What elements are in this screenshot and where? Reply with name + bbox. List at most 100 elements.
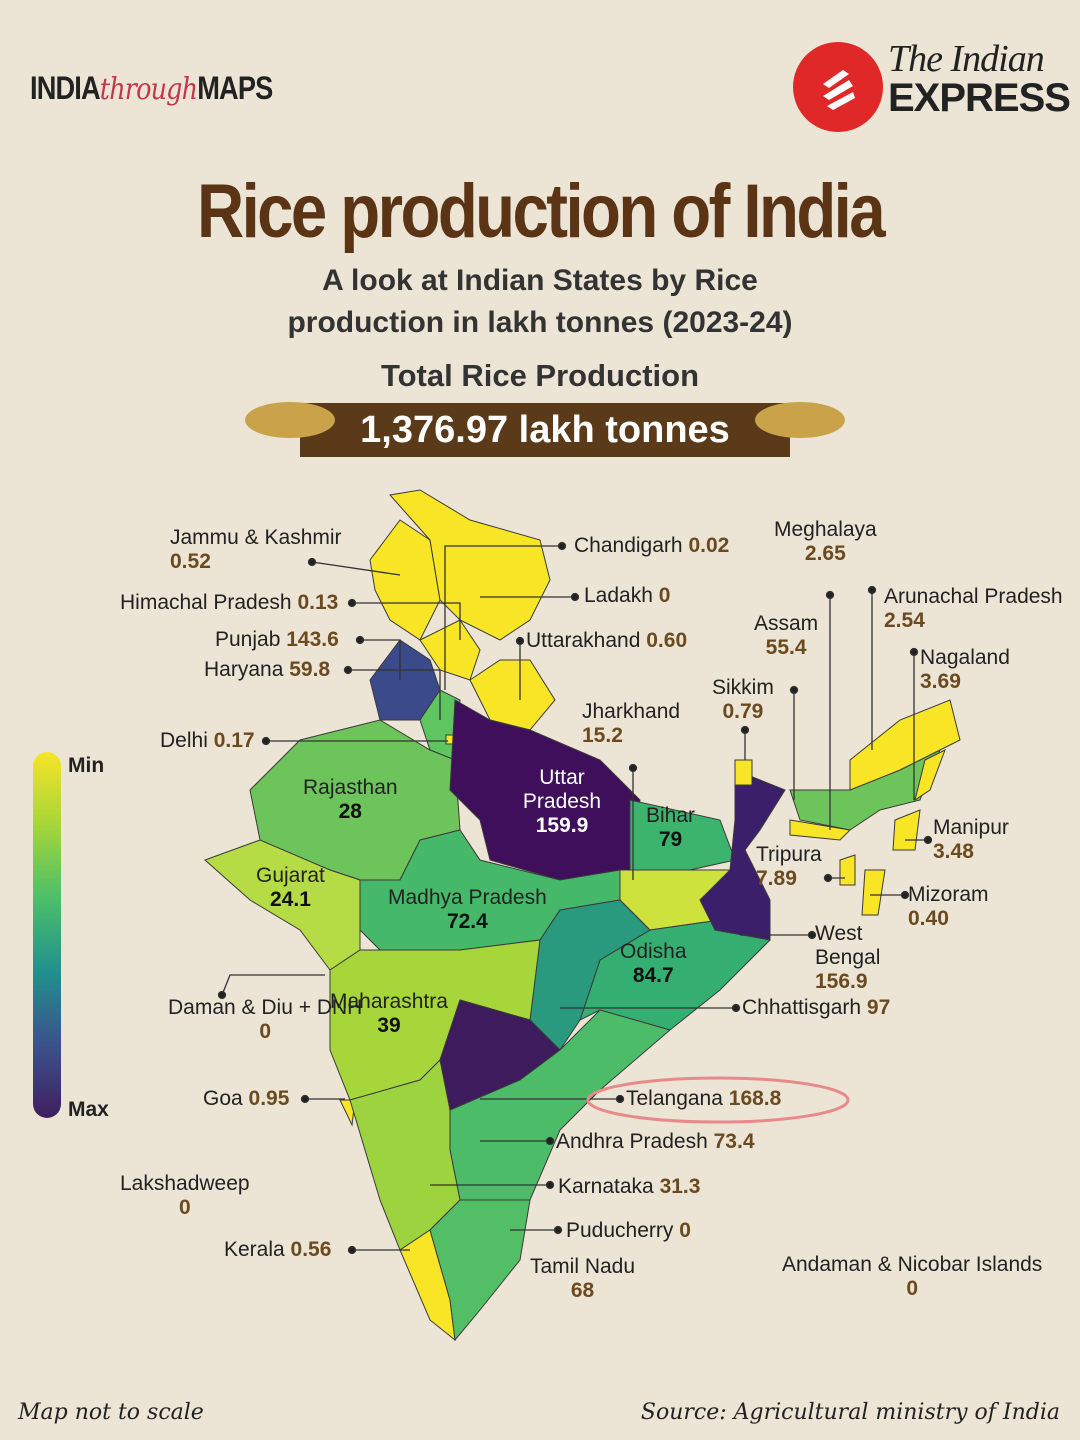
- state-name: Madhya Pradesh: [388, 886, 547, 909]
- state-value: 59.8: [289, 658, 331, 681]
- state-value: 2.54: [884, 609, 925, 632]
- state-value: 2.65: [804, 542, 846, 565]
- state-name: Rajasthan: [303, 776, 398, 799]
- state-name: Chandigarh: [574, 534, 683, 557]
- state-label: Mizoram 0.40: [908, 883, 989, 931]
- total-label: Total Rice Production: [380, 358, 700, 393]
- state-value: 143.6: [286, 628, 339, 651]
- subtitle-line: A look at Indian States by Rice: [322, 264, 758, 297]
- state-name: Manipur: [933, 816, 1009, 839]
- state-name: Kerala: [224, 1238, 285, 1261]
- state-label: Maharashtra 39: [330, 990, 448, 1038]
- state-value: 0.79: [722, 700, 764, 723]
- leader-dot: [731, 1003, 741, 1013]
- state-label: Nagaland 3.69: [920, 646, 1010, 694]
- state-value: 31.3: [659, 1175, 701, 1198]
- legend-color-scale: [33, 752, 61, 1118]
- leader-line: [352, 602, 461, 640]
- footer-note: Map not to scale: [18, 1400, 204, 1425]
- telangana-highlight-circle: [586, 1076, 850, 1124]
- leader-dot: [261, 736, 271, 746]
- state-value: 97: [866, 996, 891, 1019]
- state-name: Telangana: [626, 1087, 723, 1110]
- logo-text: INDIA: [30, 70, 101, 106]
- state-label: Kerala 0.56: [224, 1238, 331, 1262]
- india-through-maps-logo: INDIAthroughMAPS: [30, 70, 273, 107]
- leader-dot: [570, 592, 580, 602]
- state-value: 68: [570, 1279, 595, 1302]
- state-value: 84.7: [632, 964, 674, 987]
- leader-dot: [307, 557, 317, 567]
- leader-line: [444, 545, 562, 690]
- leader-dot: [347, 1245, 357, 1255]
- legend-min-label: Min: [68, 754, 105, 777]
- legend-max-label: Max: [68, 1098, 109, 1121]
- state-value: 0.02: [688, 534, 730, 557]
- state-name: Tamil Nadu: [530, 1255, 636, 1278]
- state-value: 0: [906, 1277, 918, 1300]
- leader-dot: [553, 1225, 563, 1235]
- state-name: Daman & Diu + DNH: [168, 996, 363, 1019]
- leader-line: [360, 639, 401, 680]
- state-name: Puducherry: [566, 1219, 674, 1242]
- state-name: Lakshadweep: [120, 1172, 250, 1195]
- leader-dot: [628, 763, 638, 773]
- leader-dot: [545, 1180, 555, 1190]
- state-label: Karnataka 31.3: [558, 1175, 700, 1199]
- state-label: Tamil Nadu 68: [530, 1255, 635, 1303]
- rice-stalk-icon: [245, 402, 845, 438]
- state-label: Chandigarh 0.02: [574, 534, 729, 558]
- state-name: Goa: [203, 1087, 243, 1110]
- state-name: Haryana: [204, 658, 284, 681]
- state-value: 0.95: [248, 1087, 290, 1110]
- state-name: Jammu & Kashmir: [170, 526, 342, 549]
- state-arunachal-pradesh: [849, 699, 961, 791]
- logo-text: MAPS: [197, 70, 273, 106]
- state-label: Chhattisgarh 97: [742, 996, 890, 1020]
- state-value: 73.4: [713, 1130, 755, 1153]
- logo-text: through: [99, 72, 198, 107]
- state-mizoram: [861, 869, 886, 916]
- state-value: 79: [658, 828, 683, 851]
- state-value: 0.56: [290, 1238, 332, 1261]
- state-west-bengal: [699, 769, 786, 941]
- state-value: 3.69: [920, 670, 961, 693]
- state-name: Karnataka: [558, 1175, 654, 1198]
- state-tripura: [839, 854, 856, 886]
- state-value: 0.52: [170, 550, 211, 573]
- leader-line: [348, 669, 441, 720]
- subtitle: A look at Indian States by Rice producti…: [0, 260, 1080, 344]
- state-label: Haryana 59.8: [204, 658, 330, 682]
- state-label: Arunachal Pradesh 2.54: [884, 585, 1063, 633]
- state-name: Nagaland: [920, 646, 1010, 669]
- state-name: Tripura: [756, 843, 822, 866]
- state-name: Delhi: [160, 729, 208, 752]
- state-name: Maharashtra: [330, 990, 448, 1013]
- state-label: Gujarat 24.1: [256, 864, 325, 912]
- state-ladakh: [389, 489, 551, 641]
- state-himachal-pradesh: [419, 619, 481, 681]
- state-name: West Bengal: [815, 922, 881, 969]
- state-value: 0: [178, 1196, 191, 1219]
- state-label: Manipur 3.48: [933, 816, 1009, 864]
- logo-text: EXPRESS: [888, 76, 1071, 120]
- leader-line: [221, 974, 325, 996]
- state-value: 55.4: [765, 636, 807, 659]
- leader-dot: [343, 665, 353, 675]
- state-value: 0.40: [908, 907, 949, 930]
- state-name: Uttar Pradesh: [522, 766, 602, 813]
- leader-dot: [347, 598, 357, 608]
- state-name: Meghalaya: [774, 518, 877, 541]
- state-value: 0: [679, 1219, 691, 1242]
- leader-dot: [807, 930, 817, 940]
- state-karnataka: [349, 1058, 461, 1251]
- state-value: 28: [338, 800, 362, 823]
- state-name: Andaman & Nicobar Islands: [782, 1253, 1043, 1276]
- state-name: Assam: [754, 612, 819, 635]
- leader-dot: [557, 541, 567, 551]
- state-name: Chhattisgarh: [742, 996, 862, 1019]
- state-value: 0: [658, 584, 671, 607]
- state-name: Gujarat: [256, 864, 325, 887]
- leader-dot: [515, 636, 525, 646]
- state-manipur: [892, 809, 921, 851]
